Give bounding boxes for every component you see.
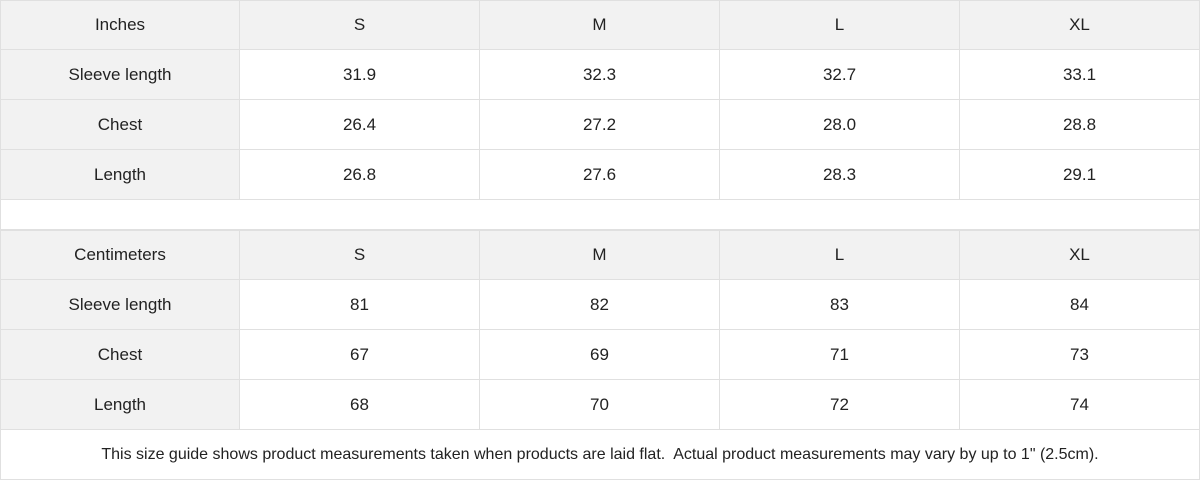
cell: 74 <box>960 380 1200 430</box>
header-cell: L <box>720 230 960 280</box>
cell: 29.1 <box>960 150 1200 200</box>
row-label: Length <box>0 380 240 430</box>
cell: 73 <box>960 330 1200 380</box>
cell: 67 <box>240 330 480 380</box>
cell: 69 <box>480 330 720 380</box>
cell: 32.7 <box>720 50 960 100</box>
header-cell: S <box>240 0 480 50</box>
cell: 31.9 <box>240 50 480 100</box>
row-label: Chest <box>0 100 240 150</box>
cell: 26.8 <box>240 150 480 200</box>
header-cell: XL <box>960 0 1200 50</box>
row-label: Chest <box>0 330 240 380</box>
row-label: Length <box>0 150 240 200</box>
header-cell: Centimeters <box>0 230 240 280</box>
cell: 84 <box>960 280 1200 330</box>
cell: 32.3 <box>480 50 720 100</box>
cell: 28.8 <box>960 100 1200 150</box>
row-label: Sleeve length <box>0 280 240 330</box>
header-cell: Inches <box>0 0 240 50</box>
cell: 82 <box>480 280 720 330</box>
cell: 28.3 <box>720 150 960 200</box>
cell: 26.4 <box>240 100 480 150</box>
cell: 70 <box>480 380 720 430</box>
cell: 71 <box>720 330 960 380</box>
cell: 72 <box>720 380 960 430</box>
header-cell: M <box>480 230 720 280</box>
cell: 27.6 <box>480 150 720 200</box>
cell: 81 <box>240 280 480 330</box>
cell: 83 <box>720 280 960 330</box>
cell: 33.1 <box>960 50 1200 100</box>
cell: 27.2 <box>480 100 720 150</box>
row-label: Sleeve length <box>0 50 240 100</box>
gap-row <box>0 200 1200 230</box>
cell: 68 <box>240 380 480 430</box>
note: This size guide shows product measuremen… <box>0 430 1200 480</box>
header-cell: M <box>480 0 720 50</box>
header-cell: L <box>720 0 960 50</box>
header-cell: XL <box>960 230 1200 280</box>
cell: 28.0 <box>720 100 960 150</box>
header-cell: S <box>240 230 480 280</box>
